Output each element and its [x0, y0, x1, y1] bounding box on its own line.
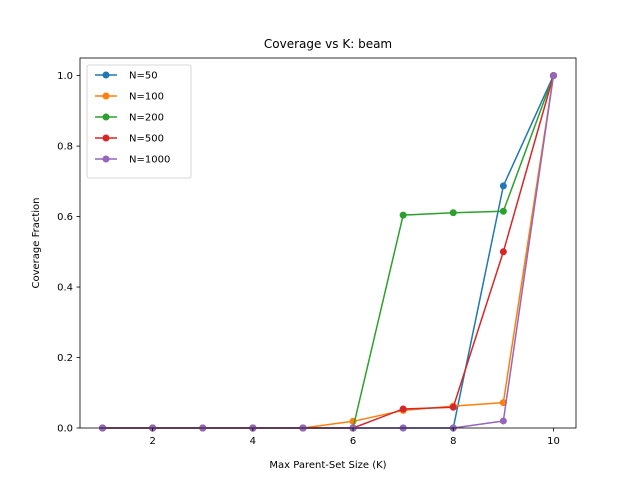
- legend-swatch-marker: [102, 155, 110, 163]
- x-axis-label: Max Parent-Set Size (K): [269, 460, 386, 471]
- y-tick-label: 0.8: [57, 142, 73, 153]
- legend-item: N=1000: [95, 155, 170, 166]
- legend-label: N=200: [129, 113, 164, 124]
- x-tick-label: 4: [250, 436, 256, 447]
- y-tick-label: 0.4: [57, 283, 73, 294]
- axes-frame: 2 4 6 8 10 0.0 0.2 0.4 0.6 0.8 1.0: [57, 57, 577, 447]
- data-point: [549, 72, 557, 80]
- chart-title: Coverage vs K: beam: [264, 37, 392, 51]
- legend-label: N=500: [129, 134, 164, 145]
- legend-label: N=50: [129, 71, 158, 82]
- data-point: [449, 209, 457, 217]
- data-point: [449, 403, 457, 411]
- y-tick-label: 0.0: [57, 424, 73, 435]
- legend-item: N=200: [95, 113, 164, 124]
- y-axis-label: Coverage Fraction: [31, 197, 42, 288]
- data-point: [499, 182, 507, 190]
- x-tick-label: 10: [547, 436, 560, 447]
- legend-swatch-marker: [102, 113, 110, 121]
- legend-item: N=100: [95, 92, 164, 103]
- y-tick-label: 0.2: [57, 353, 73, 364]
- legend-swatch-marker: [102, 71, 110, 79]
- data-point: [399, 211, 407, 219]
- legend-label: N=1000: [129, 155, 170, 166]
- y-tick-label: 1.0: [57, 71, 73, 82]
- axes-spines: [79, 57, 577, 429]
- x-tick-label: 8: [450, 436, 456, 447]
- legend-frame: [86, 64, 192, 179]
- legend-item: N=50: [95, 71, 158, 82]
- data-point: [399, 405, 407, 413]
- data-point: [499, 417, 507, 425]
- legend-label: N=100: [129, 92, 164, 103]
- legend: N=50 N=100 N=200 N=500 N=1000: [86, 64, 192, 179]
- data-point: [499, 207, 507, 215]
- x-tick-label: 6: [350, 436, 356, 447]
- legend-swatch-marker: [102, 92, 110, 100]
- legend-swatch-marker: [102, 134, 110, 142]
- legend-item: N=500: [95, 134, 164, 145]
- x-tick-label: 2: [149, 436, 155, 447]
- data-point: [499, 248, 507, 256]
- y-tick-label: 0.6: [57, 212, 73, 223]
